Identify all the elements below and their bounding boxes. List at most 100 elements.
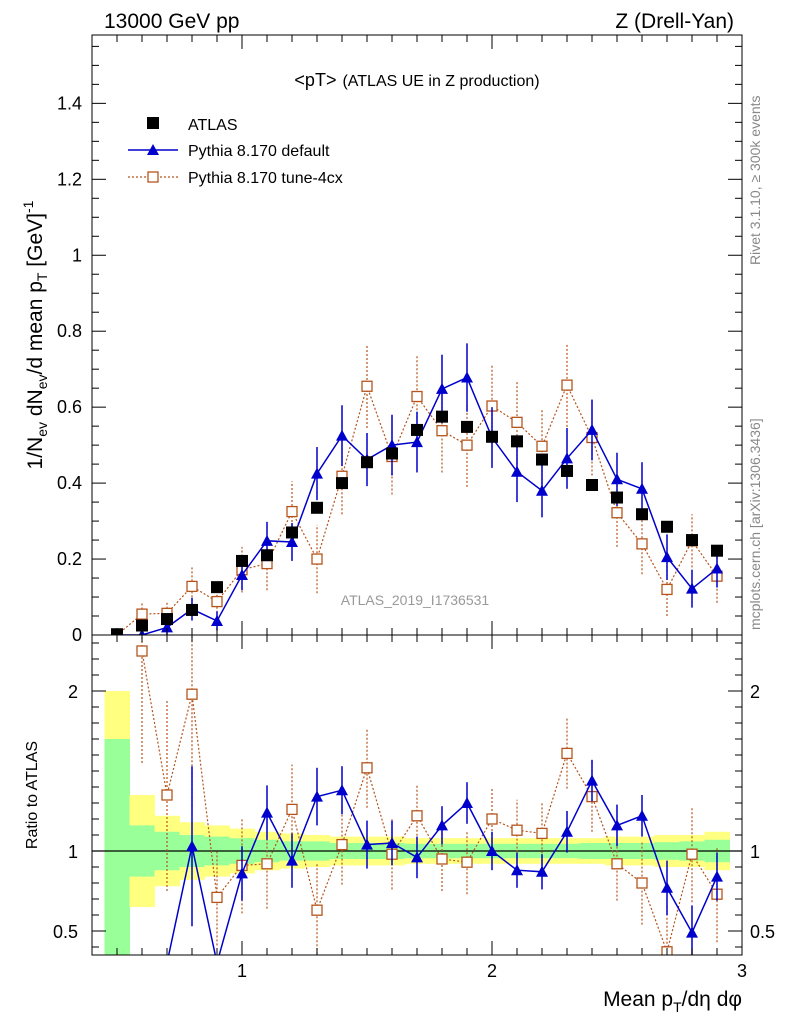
y-tick-label-ratio-right: 2 xyxy=(750,682,760,702)
default-ratio-point xyxy=(461,797,473,808)
x-tick-label: 2 xyxy=(487,961,497,981)
tune-ratio-point xyxy=(536,827,548,840)
tune-ratio-point xyxy=(636,877,648,889)
mcplots-credit-text: mcplots.cern.ch [arXiv:1306.3436] xyxy=(747,418,763,630)
default-series-point xyxy=(311,467,323,479)
x-axis-label: Mean pT/dη dφ xyxy=(603,988,742,1015)
tune-series-point xyxy=(611,507,623,519)
atlas-point xyxy=(211,581,223,594)
default-series-point xyxy=(211,614,223,626)
legend-marker-atlas xyxy=(147,117,159,129)
atlas-point xyxy=(336,477,348,490)
atlas-point xyxy=(486,430,498,443)
tune-series-point xyxy=(636,538,648,550)
ratio-band-green xyxy=(104,739,130,955)
default-ratio-point xyxy=(411,851,423,863)
atlas-point xyxy=(686,534,698,547)
rivet-version-text: Rivet 3.1.10, ≥ 300k events xyxy=(747,95,763,265)
default-ratio-point xyxy=(636,809,648,821)
tune-ratio-point xyxy=(511,824,523,836)
default-ratio-point xyxy=(161,957,173,968)
atlas-point xyxy=(136,619,148,632)
tune-ratio-point xyxy=(611,858,623,870)
default-ratio-point xyxy=(486,845,498,856)
atlas-point xyxy=(361,456,373,469)
atlas-point xyxy=(661,520,673,533)
x-tick-label: 3 xyxy=(737,961,747,981)
default-ratio-point xyxy=(386,837,398,848)
default-ratio-point xyxy=(186,840,198,852)
main-title-quantity: <pT> xyxy=(294,70,336,90)
default-series-point xyxy=(536,484,548,496)
atlas-point xyxy=(636,508,648,521)
default-ratio-point xyxy=(336,784,348,796)
atlas-point xyxy=(536,453,548,466)
default-series-point xyxy=(511,465,523,477)
ratio-y-axis-label: Ratio to ATLAS xyxy=(24,741,41,849)
tune-series-point xyxy=(511,416,523,428)
tune-ratio-point xyxy=(361,762,373,774)
tune-series-point xyxy=(186,580,198,593)
y-tick-label-ratio-right: 1 xyxy=(750,842,760,862)
tune-ratio-line xyxy=(141,650,718,954)
y-tick-label-ratio: 2 xyxy=(68,682,78,702)
header-right-title: Z (Drell-Yan) xyxy=(615,10,734,33)
atlas-point xyxy=(411,423,423,436)
default-ratio-point xyxy=(561,825,573,837)
main-y-axis-label: 1/Nev dNev/d mean pT [GeV]-1 xyxy=(20,200,50,469)
default-ratio-point xyxy=(211,957,223,968)
default-series-point xyxy=(661,551,673,563)
atlas-point xyxy=(386,447,398,460)
tune-ratio-point xyxy=(186,688,198,700)
tune-ratio-point xyxy=(461,856,473,868)
y-tick-label-main: 1 xyxy=(72,245,82,265)
default-series-point xyxy=(611,473,623,485)
default-series-point xyxy=(236,569,248,580)
tune-ratio-point xyxy=(336,838,348,851)
default-series-point xyxy=(686,582,698,594)
y-tick-label-main: 0.6 xyxy=(57,397,82,417)
main-plot-area xyxy=(111,343,723,635)
tune-ratio-point xyxy=(411,810,423,822)
tune-ratio-point xyxy=(211,891,223,904)
axis-ticks: 1 2 3 0 0.2 0.4 0.6 0.8 1 1.2 1.4 0.5 0.5 1 1 2 2 xyxy=(53,35,775,981)
y-tick-label-ratio: 1 xyxy=(68,842,78,862)
default-series-point xyxy=(261,534,273,546)
default-series-point xyxy=(711,562,723,574)
default-series-point xyxy=(561,452,573,464)
legend: ATLAS Pythia 8.170 default Pythia 8.170 … xyxy=(128,117,343,187)
default-series-point xyxy=(161,621,173,633)
y-tick-label-main: 0.8 xyxy=(57,321,82,341)
atlas-point xyxy=(711,544,723,557)
analysis-watermark: ATLAS_2019_I1736531 xyxy=(341,592,490,608)
default-ratio-point xyxy=(436,819,448,831)
header-left-title: 13000 GeV pp xyxy=(104,10,239,33)
default-series-point xyxy=(636,482,648,494)
default-ratio-point xyxy=(661,881,673,893)
default-ratio-point xyxy=(261,806,273,818)
y-tick-label-main: 1.4 xyxy=(57,93,82,113)
tune-series-point xyxy=(311,553,323,565)
atlas-point xyxy=(261,549,273,562)
tune-series-point xyxy=(661,583,673,596)
atlas-point xyxy=(611,491,623,504)
default-ratio-point xyxy=(536,865,548,877)
default-ratio-point xyxy=(361,838,373,850)
legend-label-atlas: ATLAS xyxy=(188,117,238,134)
tune-series-point xyxy=(436,425,448,437)
tune-series-point xyxy=(286,505,298,518)
main-title: <pT> (ATLAS UE in Z production) xyxy=(294,70,539,90)
tune-ratio-point xyxy=(311,904,323,916)
atlas-point xyxy=(161,613,173,626)
default-ratio-point xyxy=(236,867,248,879)
y-tick-label-main: 1.2 xyxy=(57,169,82,189)
main-title-sub: (ATLAS UE in Z production) xyxy=(342,73,539,90)
y-tick-label-main: 0.2 xyxy=(57,549,82,569)
tune-ratio-point xyxy=(261,858,273,870)
tune-ratio-point xyxy=(436,853,448,865)
legend-label-default: Pythia 8.170 default xyxy=(188,143,330,160)
atlas-point xyxy=(436,410,448,423)
atlas-point xyxy=(586,479,598,491)
tune-series-point xyxy=(136,608,148,620)
